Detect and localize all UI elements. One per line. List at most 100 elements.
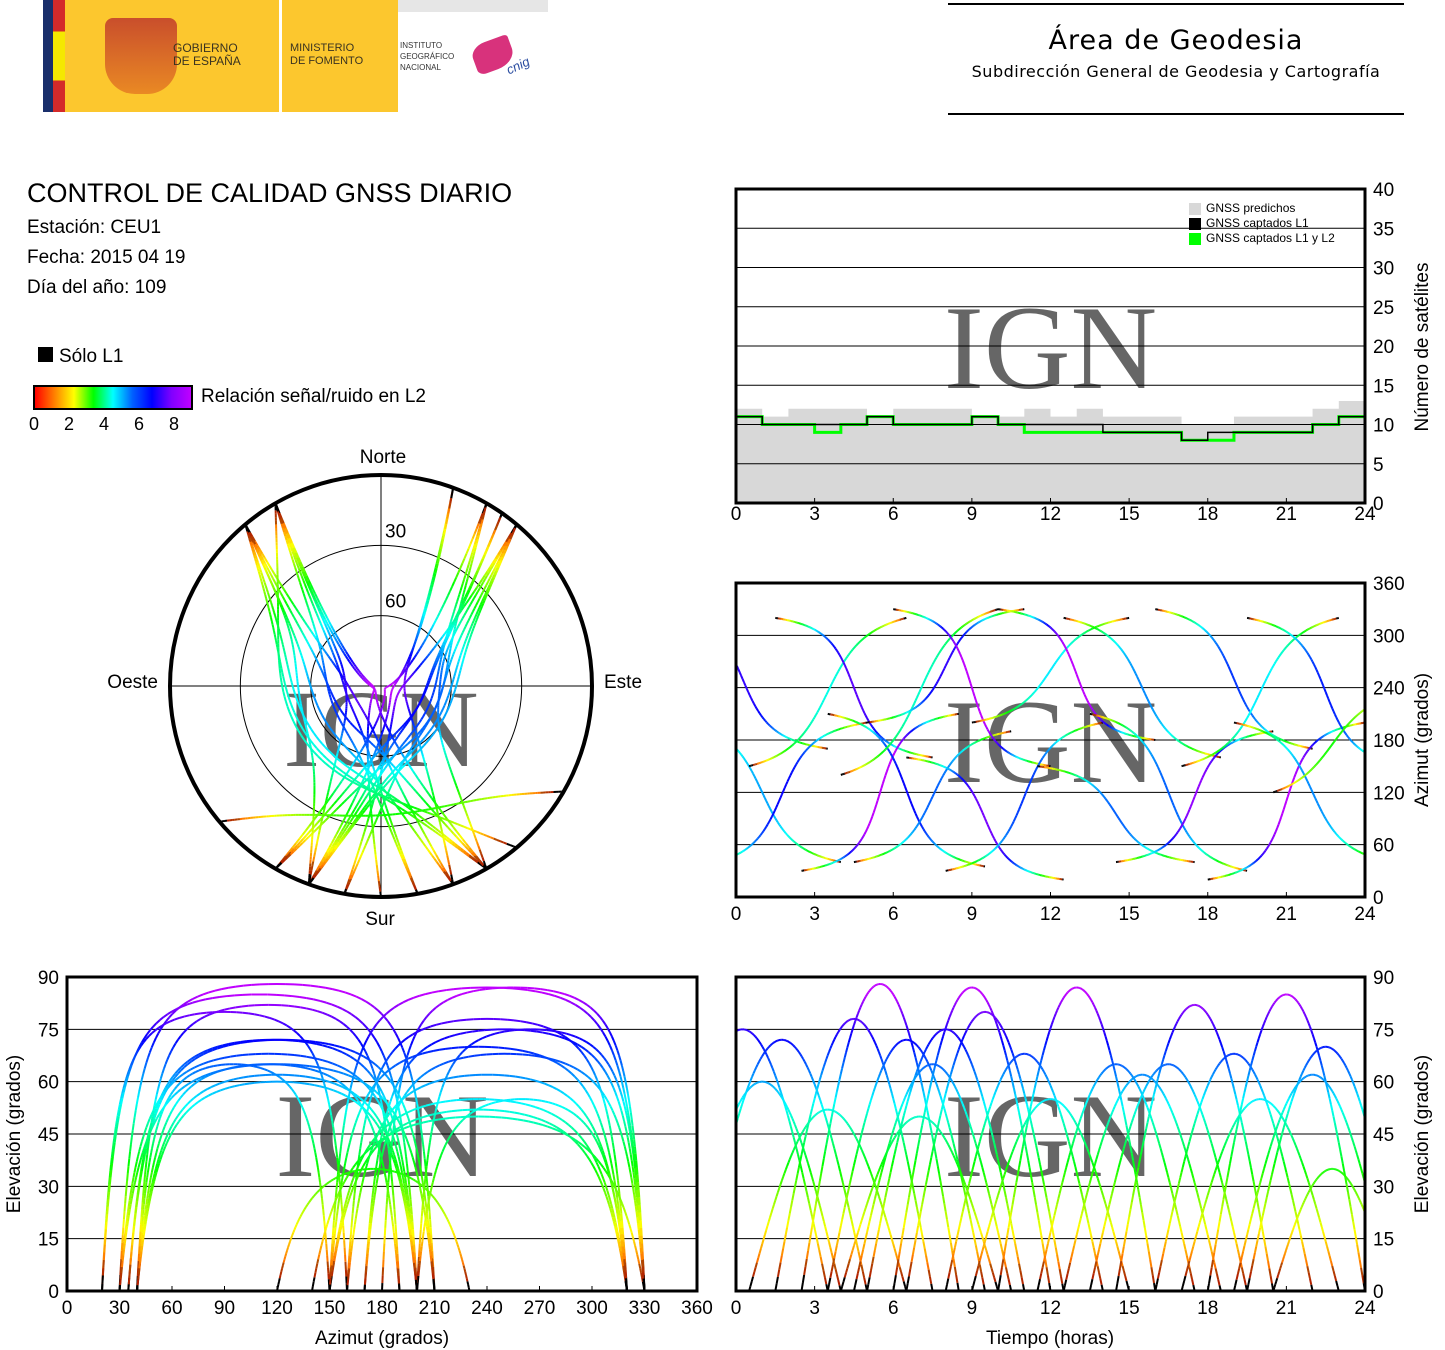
snr-tick: 2 [64, 414, 75, 434]
satellite-track-segment [327, 1074, 332, 1079]
satellite-track-segment [893, 736, 897, 740]
satellite-track-segment [923, 615, 926, 619]
satellite-track-segment [772, 756, 775, 759]
satellite-track-segment [860, 765, 863, 769]
satellite-track-segment [1306, 749, 1310, 752]
satellite-track-segment [1284, 800, 1288, 806]
satellite-track-segment [982, 720, 986, 725]
satellite-track-segment [345, 1204, 349, 1209]
satellite-track-segment [228, 1041, 235, 1045]
satellite-track-segment [313, 1148, 317, 1154]
satellite-track-segment [121, 1227, 125, 1236]
satellite-track-segment [839, 664, 844, 668]
satellite-track-segment [420, 1216, 423, 1224]
satellite-track-segment [628, 1106, 632, 1113]
satellite-track-segment [614, 1059, 619, 1066]
satellite-track-segment [610, 1036, 615, 1042]
satellite-track-segment [333, 1132, 336, 1140]
satellite-track-segment [761, 716, 765, 720]
satellite-track-segment [358, 1192, 362, 1199]
satellite-track-segment [537, 1023, 544, 1028]
satellite-track-segment [861, 638, 864, 641]
satellite-track-segment [349, 1234, 352, 1242]
x-tick-label: 21 [1276, 904, 1297, 925]
satellite-track-segment [1314, 740, 1318, 744]
satellite-track-segment [1031, 692, 1035, 696]
satellite-track-segment [1207, 854, 1210, 857]
satellite-track-segment [1063, 735, 1066, 738]
satellite-track-segment [956, 647, 960, 652]
satellite-track-segment [913, 706, 917, 710]
satellite-track-segment [320, 1241, 324, 1247]
satellite-track-segment [959, 751, 963, 754]
satellite-track-segment [369, 1114, 374, 1120]
satellite-track-segment [1115, 721, 1118, 724]
satellite-track-segment [816, 709, 820, 714]
satellite-track-segment [846, 654, 850, 658]
satellite-track-segment [1329, 745, 1333, 748]
satellite-track-segment [927, 836, 931, 840]
satellite-track-segment [636, 1174, 640, 1183]
satellite-track-segment [149, 1190, 153, 1197]
satellite-track-segment [827, 638, 830, 642]
satellite-track-segment [782, 829, 786, 833]
satellite-track-segment [409, 1073, 414, 1080]
satellite-track-segment [435, 1022, 442, 1026]
satellite-track-segment [586, 1155, 591, 1160]
satellite-track-segment [371, 1141, 376, 1147]
satellite-track-segment [1263, 850, 1267, 854]
satellite-track-segment [528, 1114, 534, 1119]
satellite-track-segment [881, 741, 885, 745]
satellite-track-segment [905, 733, 909, 737]
satellite-track-segment [339, 1045, 346, 1050]
satellite-track-segment [1126, 658, 1130, 662]
satellite-track-segment [989, 851, 993, 854]
satellite-track-segment [929, 691, 933, 695]
satellite-track-segment [921, 682, 925, 687]
satellite-track-segment [224, 1055, 231, 1059]
satellite-track-segment [946, 767, 949, 770]
satellite-track-segment [565, 999, 572, 1004]
satellite-track-segment [835, 728, 838, 732]
satellite-track-segment [1118, 722, 1121, 725]
satellite-track-segment [567, 1134, 573, 1139]
satellite-track-segment [570, 1001, 576, 1006]
satellite-track-segment [256, 1066, 261, 1069]
satellite-track-segment [971, 618, 974, 622]
satellite-track-segment [1238, 738, 1241, 741]
satellite-track-segment [1262, 726, 1265, 730]
satellite-track-segment [621, 1203, 625, 1209]
satellite-track-segment [419, 1255, 422, 1262]
satellite-track-segment [1163, 782, 1167, 787]
satellite-track-segment [930, 839, 934, 843]
satellite-track-segment [883, 742, 887, 746]
satellite-track-segment [1296, 639, 1299, 642]
satellite-track-segment [132, 1116, 136, 1124]
satellite-track-segment [742, 849, 746, 852]
satellite-track-segment [1312, 794, 1317, 799]
satellite-track-segment [785, 832, 788, 836]
satellite-track-segment [964, 781, 968, 785]
satellite-track-segment [264, 1015, 271, 1019]
satellite-track-segment [970, 687, 975, 693]
satellite-track-segment [892, 752, 896, 756]
satellite-track-segment [600, 1145, 604, 1151]
satellite-track-segment [544, 1100, 549, 1104]
satellite-track-segment [1354, 715, 1357, 719]
satellite-track-segment [1155, 763, 1159, 768]
satellite-track-segment [974, 617, 977, 620]
satellite-track-segment [928, 618, 931, 621]
ministerio-text: MINISTERIO [290, 42, 355, 54]
satellite-track-segment [425, 1180, 429, 1189]
satellite-track-segment [791, 839, 795, 843]
satellite-track-segment [881, 779, 886, 785]
satellite-track-segment [320, 1073, 324, 1080]
satellite-track-segment [826, 688, 830, 693]
satellite-track-segment [616, 1083, 621, 1088]
satellite-track-segment [397, 1143, 402, 1149]
satellite-track-segment [485, 987, 493, 991]
satellite-track-segment [328, 1104, 332, 1110]
satellite-track-segment [1030, 693, 1033, 697]
satellite-track-segment [1267, 844, 1271, 848]
satellite-track-segment [958, 752, 961, 755]
